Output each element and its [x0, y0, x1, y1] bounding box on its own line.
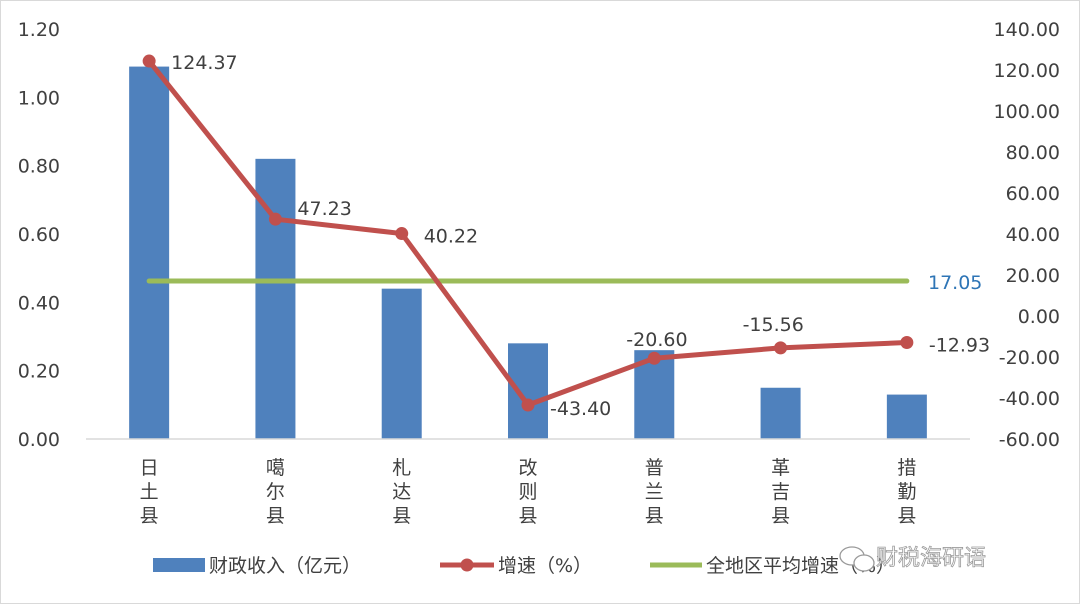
category-char: 噶 — [266, 457, 285, 479]
wechat-icon — [839, 546, 875, 572]
category-char: 县 — [771, 505, 790, 527]
right-tick-label: -60.00 — [999, 429, 1060, 451]
growth-data-label: -20.60 — [626, 329, 687, 351]
category-label: 札达县 — [392, 457, 411, 527]
left-tick-label: 0.20 — [18, 361, 60, 383]
right-tick-label: 120.00 — [994, 60, 1060, 82]
bar — [886, 394, 927, 439]
category-label: 措勤县 — [897, 457, 916, 527]
legend-swatch-bar — [153, 558, 205, 572]
left-axis: 0.00 0.20 0.40 0.60 0.80 1.00 1.20 — [18, 19, 60, 451]
bar — [760, 387, 801, 439]
right-tick-label: 40.00 — [1006, 224, 1060, 246]
growth-point — [395, 227, 409, 241]
growth-point — [268, 212, 282, 226]
right-tick-label: 20.00 — [1006, 265, 1060, 287]
category-char: 县 — [392, 505, 411, 527]
left-tick-label: 0.80 — [18, 156, 60, 178]
right-tick-label: 140.00 — [994, 19, 1060, 41]
category-char: 札 — [392, 457, 411, 479]
category-char: 县 — [645, 505, 664, 527]
growth-point — [774, 341, 788, 355]
watermark: 财税海研语 — [839, 546, 986, 572]
left-tick-label: 1.00 — [18, 87, 60, 109]
category-char: 土 — [140, 481, 159, 503]
right-axis: -60.00 -40.00 -20.00 0.00 20.00 40.00 60.00 80.… — [994, 19, 1060, 451]
legend-label: 增速（%） — [498, 555, 592, 577]
average-line-series: 17.05 — [146, 272, 982, 294]
growth-line-series: 124.37 47.23 40.22 -43.40 -20.60 -15.56 -12.93 — [142, 52, 990, 420]
category-char: 兰 — [645, 481, 664, 503]
category-char: 勤 — [897, 481, 916, 503]
category-char: 县 — [897, 505, 916, 527]
category-char: 则 — [518, 481, 537, 503]
legend: 财政收入（亿元） 增速（%） 全地区平均增速（%） — [153, 555, 895, 577]
category-char: 县 — [266, 505, 285, 527]
legend-swatch-marker — [460, 558, 474, 572]
bar — [508, 343, 548, 439]
bar-series — [129, 66, 927, 440]
category-char: 革 — [771, 457, 790, 479]
left-tick-label: 0.40 — [18, 292, 60, 314]
legend-label: 财政收入（亿元） — [209, 555, 361, 577]
right-tick-label: -20.00 — [999, 347, 1060, 369]
category-label: 普兰县 — [645, 457, 664, 527]
growth-data-label: -43.40 — [550, 398, 611, 420]
growth-data-label: -15.56 — [743, 314, 804, 336]
category-char: 达 — [392, 481, 411, 503]
watermark-text: 财税海研语 — [876, 546, 986, 571]
growth-point — [647, 351, 661, 365]
right-tick-label: -40.00 — [999, 388, 1060, 410]
growth-data-label: -12.93 — [929, 335, 990, 357]
bar — [381, 288, 422, 439]
growth-point — [900, 336, 914, 350]
left-tick-label: 1.20 — [18, 19, 60, 41]
category-char: 普 — [645, 457, 664, 479]
category-char: 县 — [518, 505, 537, 527]
right-tick-label: 100.00 — [994, 101, 1060, 123]
category-label: 改则县 — [518, 457, 537, 527]
right-tick-label: 60.00 — [1006, 183, 1060, 205]
category-char: 改 — [518, 457, 537, 479]
right-tick-label: 0.00 — [1018, 306, 1060, 328]
wechat-bubble — [853, 554, 875, 572]
growth-data-label: 40.22 — [424, 226, 478, 248]
growth-data-label: 124.37 — [171, 52, 237, 74]
category-label: 噶尔县 — [266, 457, 285, 527]
category-char: 措 — [897, 457, 916, 479]
category-label: 日土县 — [140, 457, 159, 527]
category-char: 县 — [140, 505, 159, 527]
category-char: 日 — [140, 457, 159, 479]
category-char: 尔 — [266, 481, 285, 503]
left-tick-label: 0.00 — [18, 429, 60, 451]
growth-data-label: 47.23 — [297, 198, 351, 220]
growth-point — [521, 398, 535, 412]
average-data-label: 17.05 — [928, 272, 982, 294]
left-tick-label: 0.60 — [18, 224, 60, 246]
growth-point — [142, 54, 156, 68]
right-tick-label: 80.00 — [1006, 142, 1060, 164]
bar — [129, 66, 170, 439]
category-label: 革吉县 — [771, 457, 790, 527]
category-char: 吉 — [771, 481, 790, 503]
